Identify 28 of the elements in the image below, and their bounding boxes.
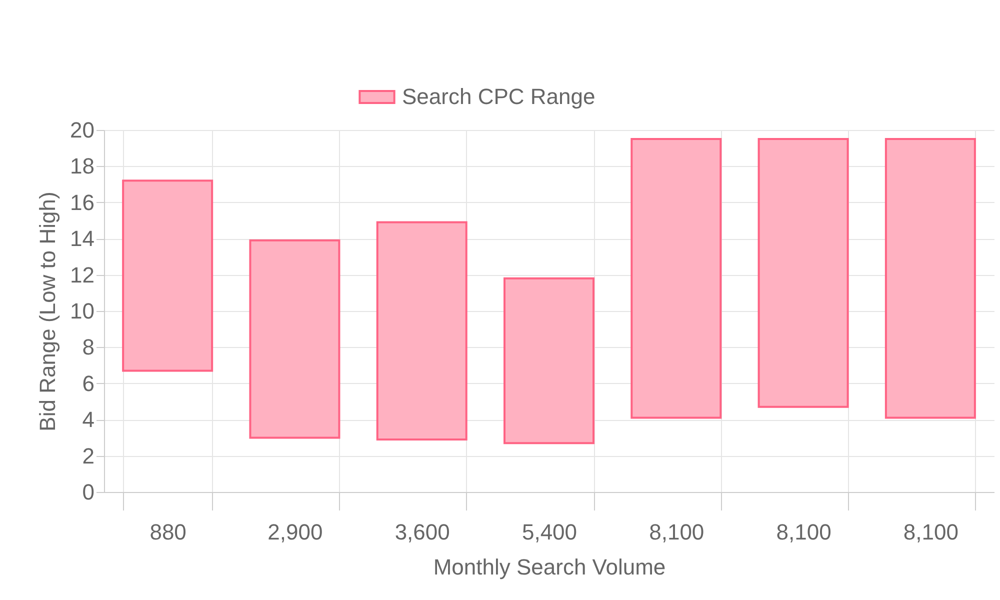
x-axis-title: Monthly Search Volume (433, 554, 666, 580)
legend-label: Search CPC Range (402, 84, 596, 109)
x-tick-label: 8,100 (903, 520, 958, 544)
bar (376, 221, 468, 441)
x-tick-label: 3,600 (394, 520, 450, 544)
y-tick-label: 20 (70, 118, 94, 142)
y-tick-label: 14 (70, 226, 94, 252)
x-tick-label: 5,400 (522, 520, 578, 544)
bar (758, 138, 849, 408)
bar (122, 180, 214, 372)
bar (630, 138, 722, 419)
y-tick-label: 2 (82, 443, 94, 468)
y-tick-label: 4 (82, 407, 94, 432)
bar (504, 277, 594, 444)
x-tick-label: 880 (150, 520, 186, 544)
x-tick-label: 8,100 (649, 520, 704, 544)
y-tick-label: 8 (82, 334, 94, 360)
x-tick-label: 2,900 (268, 520, 323, 544)
x-tick-label: 8,100 (776, 520, 832, 544)
y-tick-label: 18 (70, 154, 94, 179)
y-tick-label: 12 (70, 262, 94, 288)
y-tick-label: 16 (70, 190, 94, 215)
y-tick-label: 10 (70, 298, 94, 324)
bar (884, 138, 976, 419)
y-tick-label: 6 (82, 370, 94, 396)
y-tick-label: 0 (82, 480, 94, 504)
bar (249, 239, 340, 439)
y-axis-title: Bid Range (Low to High) (35, 192, 60, 432)
